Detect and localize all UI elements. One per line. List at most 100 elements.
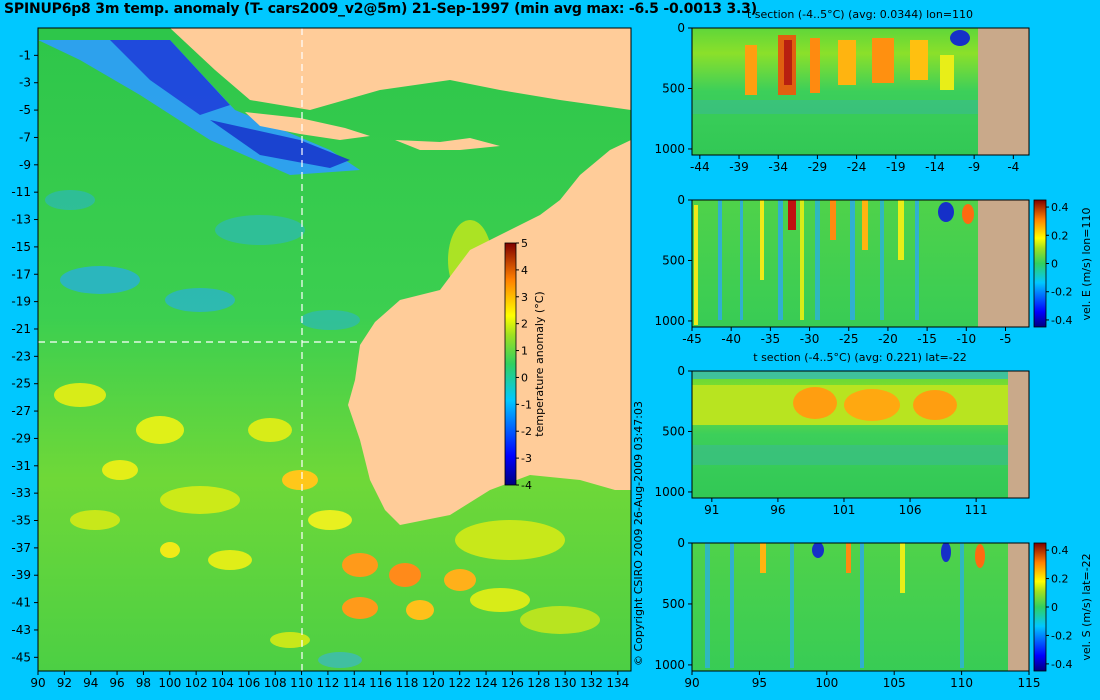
- section4-y-tick-label: 1000: [654, 658, 685, 672]
- vel-e-colorbar-tick-label: 0.4: [1051, 201, 1069, 214]
- map-x-tick-label: 124: [475, 676, 498, 690]
- section3-x-tick-label: 106: [899, 503, 922, 517]
- map-x-tick-label: 96: [109, 676, 124, 690]
- vel-s-section-y-axis: 0 500 1000: [654, 536, 692, 672]
- vel-s-colorbar-label: vel. S (m/s) lat=-22: [1080, 553, 1093, 660]
- t-section-lat-features: [692, 371, 1029, 498]
- section1-x-tick-label: -44: [690, 160, 710, 174]
- map-x-tick-label: 90: [30, 676, 45, 690]
- vel-e-section-land: [978, 200, 1029, 327]
- map-y-tick-label: -1: [19, 48, 31, 62]
- t-section-lat-panel: t section (-4..5°C) (avg: 0.221) lat=-22…: [654, 351, 1030, 517]
- map-x-tick-label: 112: [316, 676, 339, 690]
- map-colorbar-tick-label: 3: [521, 291, 528, 304]
- map-y-tick-label: -13: [11, 213, 31, 227]
- map-colorbar-tick-label: 5: [521, 237, 528, 250]
- section2-x-tick-label: -30: [800, 332, 820, 346]
- section2-x-tick-label: -20: [878, 332, 898, 346]
- map-x-tick-label: 130: [554, 676, 577, 690]
- vel-s-section-frame: [691, 542, 1030, 672]
- map-colorbar-tick-label: -1: [521, 398, 532, 411]
- land-australia: [348, 140, 631, 525]
- section3-x-tick-label: 111: [965, 503, 988, 517]
- section3-x-tick-label: 91: [704, 503, 719, 517]
- section2-y-tick-label: 500: [662, 253, 685, 267]
- map-y-tick-label: -29: [11, 431, 31, 445]
- vel-e-colorbar: [1033, 199, 1047, 328]
- t-section-lon-land: [978, 28, 1029, 155]
- section3-y-tick-label: 500: [662, 424, 685, 438]
- t-section-lat-y-axis: 0 500 1000: [654, 364, 692, 499]
- vel-e-section-x-axis: -45 -40 -35 -30 -25 -20 -15 -10 -5: [682, 327, 1011, 346]
- section4-x-tick-label: 95: [752, 676, 767, 690]
- map-x-tick-label: 94: [83, 676, 98, 690]
- vel-s-section-panel: 90 95 100 105 110 115 0 500 1000 0.4 0.2 0 -0.2 -0.…: [654, 536, 1093, 690]
- section4-x-tick-label: 100: [815, 676, 838, 690]
- vel-s-colorbar-tick-label: 0: [1051, 601, 1058, 614]
- section1-x-tick-label: -39: [729, 160, 749, 174]
- section1-x-tick-label: -24: [847, 160, 867, 174]
- t-section-lat-x-axis: 91 96 101 106 111: [704, 498, 988, 517]
- vel-s-section-land: [1008, 543, 1029, 671]
- section4-y-tick-label: 500: [662, 597, 685, 611]
- map-y-tick-label: -5: [19, 103, 31, 117]
- map-y-tick-label: -39: [11, 568, 31, 582]
- t-section-lat-title: t section (-4..5°C) (avg: 0.221) lat=-22: [753, 351, 966, 364]
- map-y-tick-label: -23: [11, 349, 31, 363]
- section1-x-tick-label: -4: [1007, 160, 1019, 174]
- map-y-tick-label: -17: [11, 267, 31, 281]
- map-x-tick-label: 106: [237, 676, 260, 690]
- map-x-tick-label: 108: [264, 676, 287, 690]
- map-y-tick-label: -25: [11, 377, 31, 391]
- section2-x-tick-label: -45: [682, 332, 702, 346]
- copyright-text: © Copyright CSIRO 2009 26-Aug-2009 03:47…: [632, 401, 645, 666]
- vel-s-colorbar-tick-label: -0.4: [1051, 658, 1072, 671]
- map-x-tick-label: 132: [580, 676, 603, 690]
- map-colorbar: 5 4 3 2 1 0 -1 -2 -3 -4 temperature anomaly (°C): [504, 237, 546, 492]
- section3-x-tick-label: 96: [770, 503, 785, 517]
- map-y-tick-label: -37: [11, 541, 31, 555]
- map-colorbar-tick-label: -2: [521, 425, 532, 438]
- section1-x-tick-label: -19: [886, 160, 906, 174]
- section2-y-tick-label: 0: [677, 193, 685, 207]
- map-y-tick-label: -45: [11, 650, 31, 664]
- vel-e-section-panel: -45 -40 -35 -30 -25 -20 -15 -10 -5 0 500 1000 0.4 0…: [654, 193, 1093, 346]
- section2-y-tick-label: 1000: [654, 314, 685, 328]
- map-x-axis: 90 92 94 96 98 100 102 104 106 108 110 112 114 116 118…: [30, 671, 629, 690]
- map-y-axis: -1 -3 -5 -7 -9 -11 -13 -15 -17 -19 -21 -23 -25 -27 -29…: [11, 48, 38, 664]
- map-frame: [37, 27, 632, 672]
- t-section-lat-land: [1008, 371, 1029, 498]
- t-section-lon-x-axis: -44 -39 -34 -29 -24 -19 -14 -9 -4: [690, 155, 1019, 174]
- map-colorbar-tick-label: -4: [521, 479, 532, 492]
- land-indonesia: [170, 28, 631, 110]
- vel-e-section-frame: [691, 199, 1030, 328]
- map-x-tick-label: 98: [136, 676, 151, 690]
- map-colorbar-tick-label: 2: [521, 318, 528, 331]
- vel-e-colorbar-tick-label: 0: [1051, 258, 1058, 271]
- vel-s-colorbar-tick-label: 0.2: [1051, 573, 1069, 586]
- section2-x-tick-label: -5: [1000, 332, 1012, 346]
- map-colorbar-tick-label: -3: [521, 452, 532, 465]
- map-x-tick-label: 104: [211, 676, 234, 690]
- map-y-tick-label: -35: [11, 514, 31, 528]
- section1-x-tick-label: -29: [808, 160, 828, 174]
- map-x-tick-label: 116: [369, 676, 392, 690]
- map-x-tick-label: 126: [501, 676, 524, 690]
- map-colorbar-label: temperature anomaly (°C): [533, 291, 546, 436]
- map-y-tick-label: -19: [11, 295, 31, 309]
- map-x-tick-label: 110: [290, 676, 313, 690]
- vel-e-colorbar-label: vel. E (m/s) lon=110: [1080, 208, 1093, 321]
- figure-title: SPINUP6p8 3m temp. anomaly (T- cars2009_…: [4, 1, 757, 17]
- map-colorbar-tick-label: 1: [521, 345, 528, 358]
- map-y-tick-label: -43: [11, 623, 31, 637]
- section2-x-tick-label: -35: [761, 332, 781, 346]
- section3-y-tick-label: 0: [677, 364, 685, 378]
- map-y-tick-label: -11: [11, 185, 31, 199]
- section4-y-tick-label: 0: [677, 536, 685, 550]
- map-x-tick-label: 118: [396, 676, 419, 690]
- vel-e-section-y-axis: 0 500 1000: [654, 193, 692, 328]
- section1-y-tick-label: 0: [677, 21, 685, 35]
- t-section-lat-frame: [691, 370, 1030, 499]
- map-x-tick-label: 100: [158, 676, 181, 690]
